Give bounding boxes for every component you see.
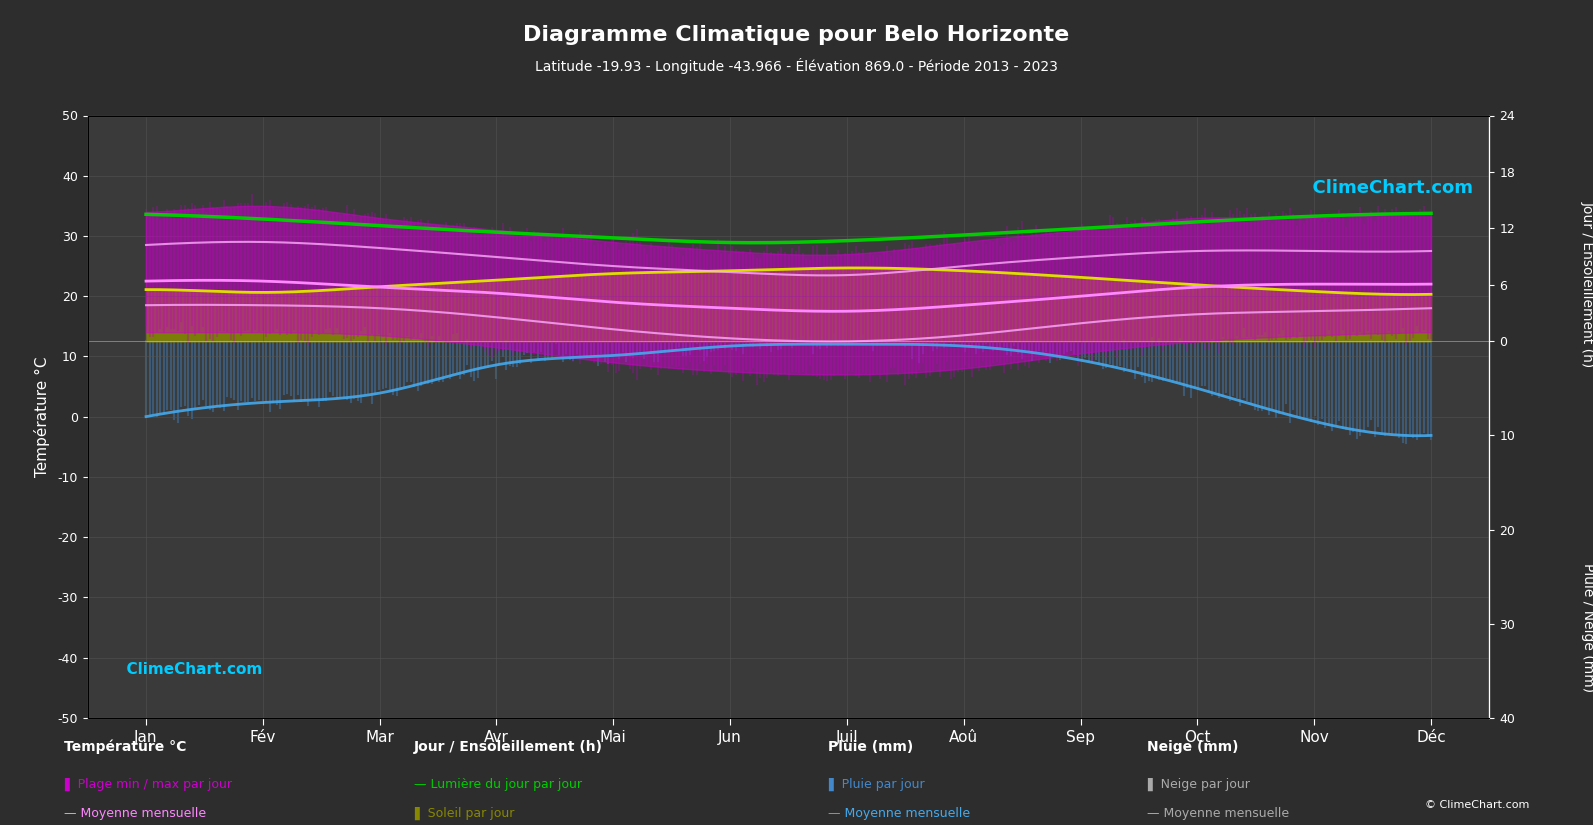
Text: Température °C: Température °C	[64, 739, 186, 754]
Text: Neige (mm): Neige (mm)	[1147, 740, 1238, 754]
Text: — Moyenne mensuelle: — Moyenne mensuelle	[1147, 807, 1289, 820]
Text: — Moyenne mensuelle: — Moyenne mensuelle	[828, 807, 970, 820]
Text: Diagramme Climatique pour Belo Horizonte: Diagramme Climatique pour Belo Horizonte	[524, 25, 1069, 45]
Text: ClimeChart.com: ClimeChart.com	[1300, 179, 1474, 197]
Text: Jour / Ensoleillement (h): Jour / Ensoleillement (h)	[414, 740, 604, 754]
Text: © ClimeChart.com: © ClimeChart.com	[1424, 800, 1529, 810]
Text: ▌ Neige par jour: ▌ Neige par jour	[1147, 778, 1251, 791]
Text: ▌ Plage min / max par jour: ▌ Plage min / max par jour	[64, 778, 231, 791]
Text: Pluie (mm): Pluie (mm)	[828, 740, 914, 754]
Y-axis label: Température °C: Température °C	[35, 356, 51, 477]
Text: Latitude -19.93 - Longitude -43.966 - Élévation 869.0 - Période 2013 - 2023: Latitude -19.93 - Longitude -43.966 - Él…	[535, 58, 1058, 73]
Text: — Moyenne mensuelle: — Moyenne mensuelle	[64, 807, 205, 820]
Text: ▌ Soleil par jour: ▌ Soleil par jour	[414, 807, 515, 820]
Text: ▌ Pluie par jour: ▌ Pluie par jour	[828, 778, 926, 791]
Text: Jour / Ensoleillement (h): Jour / Ensoleillement (h)	[1580, 201, 1593, 367]
Text: — Lumière du jour par jour: — Lumière du jour par jour	[414, 778, 581, 791]
Text: Pluie / Neige (mm): Pluie / Neige (mm)	[1580, 563, 1593, 692]
Text: ClimeChart.com: ClimeChart.com	[116, 662, 261, 677]
